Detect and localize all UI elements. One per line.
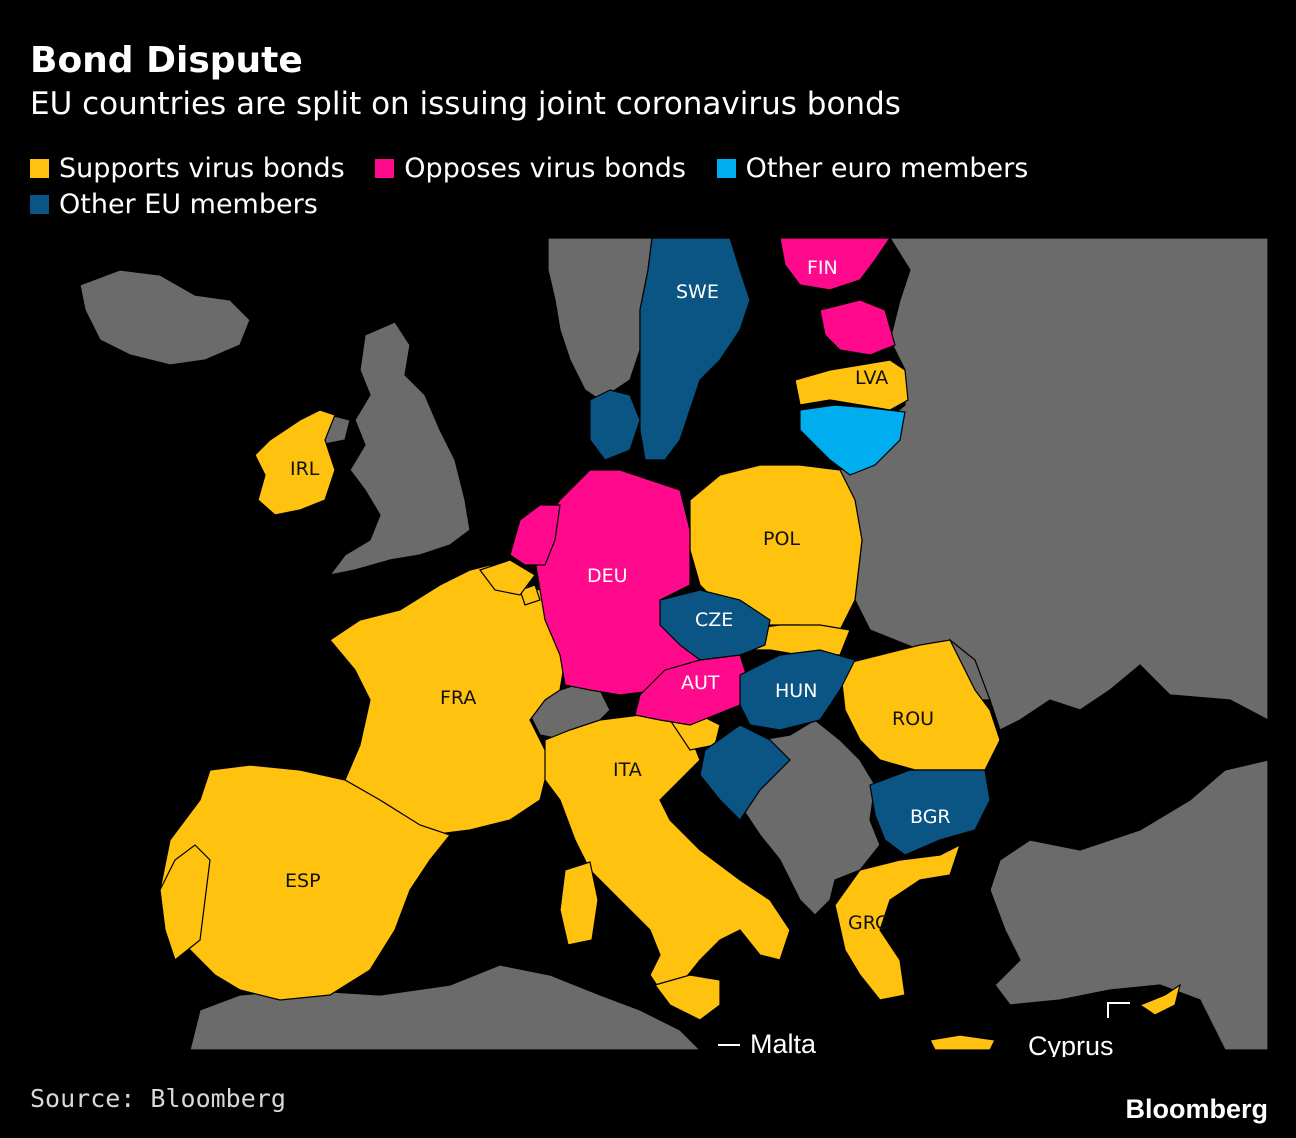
label-lva: LVA xyxy=(855,367,888,389)
label-malta: Malta xyxy=(750,1029,817,1057)
country-prt xyxy=(159,844,211,962)
legend-item-other-euro: Other euro members xyxy=(716,150,1029,186)
country-dnk xyxy=(589,389,641,461)
north-africa xyxy=(189,964,702,1051)
label-rou: ROU xyxy=(892,708,934,730)
chart-title: Bond Dispute xyxy=(30,40,303,81)
bloomberg-logo: Bloomberg xyxy=(1125,1094,1268,1124)
island-sicily xyxy=(653,974,721,1021)
legend-label-other-euro: Other euro members xyxy=(745,152,1029,184)
label-swe: SWE xyxy=(676,281,719,303)
label-deu: DEU xyxy=(587,565,628,587)
country-bel xyxy=(479,559,536,596)
eastern-landmass xyxy=(839,237,1269,1051)
country-hun xyxy=(739,649,856,731)
label-hun: HUN xyxy=(775,680,817,702)
country-fin xyxy=(779,237,892,291)
united-kingdom xyxy=(328,321,471,576)
label-ita: ITA xyxy=(613,759,642,781)
country-bgr xyxy=(869,769,991,856)
label-cyprus: Cyprus xyxy=(1028,1031,1114,1057)
label-pol: POL xyxy=(763,528,800,550)
island-cyprus xyxy=(1138,983,1181,1016)
legend-swatch-supports xyxy=(30,158,49,178)
label-esp: ESP xyxy=(285,870,321,892)
europe-map: FIN SWE LVA IRL POL DEU CZE FRA AUT HUN … xyxy=(79,237,1269,1057)
norway xyxy=(547,237,653,401)
country-est xyxy=(819,299,896,356)
legend-swatch-other-eu xyxy=(30,194,49,214)
country-esp xyxy=(159,764,452,1001)
iceland xyxy=(79,269,251,366)
other-euro-countries xyxy=(799,404,906,476)
cyprus-callout-line xyxy=(1107,1002,1130,1018)
country-swe xyxy=(639,237,751,461)
label-aut: AUT xyxy=(681,672,720,694)
country-ltu xyxy=(799,404,906,476)
legend: Supports virus bonds Opposes virus bonds… xyxy=(30,150,1130,222)
label-fra: FRA xyxy=(440,687,476,709)
legend-item-supports: Supports virus bonds xyxy=(30,150,345,186)
label-grc: GRC xyxy=(848,912,888,934)
label-irl: IRL xyxy=(290,458,320,480)
legend-label-opposes: Opposes virus bonds xyxy=(404,152,686,184)
legend-swatch-opposes xyxy=(375,158,395,178)
label-bgr: BGR xyxy=(910,806,951,828)
country-lva xyxy=(794,359,909,411)
legend-label-supports: Supports virus bonds xyxy=(59,152,345,184)
legend-label-other-eu: Other EU members xyxy=(59,188,318,220)
country-cze xyxy=(659,589,771,661)
country-hrv xyxy=(699,724,791,821)
island-crete xyxy=(929,1034,996,1051)
source-note: Source: Bloomberg xyxy=(30,1084,286,1113)
opposes-countries xyxy=(509,237,896,726)
chart-subtitle: EU countries are split on issuing joint … xyxy=(30,86,901,122)
legend-swatch-other-euro xyxy=(716,158,736,178)
label-cze: CZE xyxy=(695,609,733,631)
country-rou xyxy=(839,639,1001,771)
country-grc xyxy=(834,843,962,1001)
country-nld xyxy=(509,504,561,566)
island-sardinia xyxy=(559,861,599,946)
country-lux xyxy=(519,584,541,606)
country-irl xyxy=(254,409,336,516)
legend-item-opposes: Opposes virus bonds xyxy=(375,150,686,186)
legend-item-other-eu: Other EU members xyxy=(30,186,318,222)
other-eu-countries xyxy=(589,237,991,856)
label-fin: FIN xyxy=(807,257,838,279)
